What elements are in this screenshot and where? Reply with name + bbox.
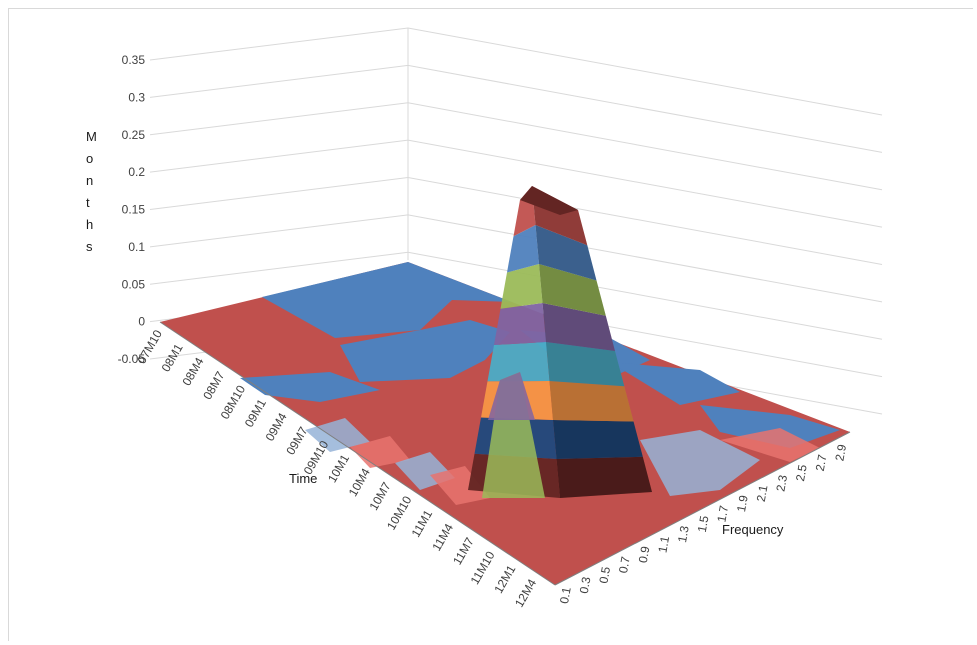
time-tick-label: 11M10 bbox=[468, 549, 498, 587]
time-tick-label: 08M7 bbox=[200, 369, 227, 402]
peak-surface bbox=[468, 186, 652, 498]
peak-band-side bbox=[546, 342, 625, 387]
frequency-tick-label: 1.7 bbox=[714, 504, 731, 523]
peak-band-shade bbox=[535, 225, 597, 281]
peak-band-shade bbox=[542, 303, 615, 351]
peak-band-side bbox=[553, 420, 643, 459]
frequency-tick-label: 2.7 bbox=[813, 453, 830, 472]
surface-ridge bbox=[350, 436, 410, 468]
frequency-tick-label: 1.9 bbox=[734, 494, 751, 513]
frequency-tick-label: 2.1 bbox=[754, 484, 771, 503]
time-tick-label: 07M10 bbox=[135, 327, 166, 366]
frequency-tick-label: 2.3 bbox=[773, 474, 790, 493]
time-tick-label: 10M7 bbox=[367, 479, 394, 512]
time-tick-label: 09M7 bbox=[283, 424, 310, 457]
peak-band-shade bbox=[539, 264, 606, 316]
time-tick-label: 12M1 bbox=[491, 562, 518, 595]
peak-band-front bbox=[500, 264, 543, 309]
secondary-peak-top bbox=[488, 372, 535, 420]
time-tick-label: 08M10 bbox=[218, 383, 249, 422]
time-tick-label: 09M4 bbox=[263, 410, 290, 443]
peak-band-shade bbox=[556, 456, 652, 498]
frequency-axis-line bbox=[554, 431, 851, 586]
peak-band-side bbox=[542, 303, 615, 351]
z-tick-label: -0.05 bbox=[118, 352, 146, 366]
z-tick-label: 0.35 bbox=[122, 53, 146, 67]
time-tick-label: 11M1 bbox=[409, 507, 436, 540]
time-tick-label: 10M4 bbox=[346, 466, 373, 499]
z-tick-label: 0.25 bbox=[122, 128, 146, 142]
z-tick-label: 0.05 bbox=[122, 277, 146, 291]
surface-patch bbox=[700, 405, 840, 448]
peak-band-side bbox=[549, 381, 634, 422]
frequency-tick-label: 2.9 bbox=[832, 443, 849, 462]
surface-patch bbox=[240, 372, 380, 402]
z-tick-label: 0.15 bbox=[122, 203, 146, 217]
frequency-tick-label: 0.9 bbox=[636, 545, 653, 564]
chart-frame bbox=[8, 8, 973, 641]
frequency-tick-label: 1.1 bbox=[655, 535, 672, 554]
frequency-tick-label: 0.3 bbox=[577, 575, 594, 594]
surface-ridge bbox=[430, 466, 490, 505]
frequency-tick-label: 1.3 bbox=[675, 524, 692, 543]
surface-patch bbox=[262, 262, 512, 338]
time-axis-line bbox=[159, 321, 556, 586]
gridline bbox=[149, 27, 883, 116]
peak-band-shade bbox=[546, 342, 625, 387]
frequency-tick-label: 1.5 bbox=[695, 514, 712, 533]
peak-band-shade bbox=[553, 420, 643, 459]
time-axis-title: Time bbox=[289, 471, 317, 486]
peak-band-side bbox=[539, 264, 606, 316]
time-tick-label: 08M4 bbox=[179, 355, 206, 388]
z-tick-label: 0.2 bbox=[128, 165, 145, 179]
peak-band-front bbox=[494, 303, 546, 345]
frequency-tick-label: 0.7 bbox=[616, 555, 633, 574]
peak-band-side bbox=[535, 225, 597, 281]
surface-ridge bbox=[720, 428, 820, 462]
time-tick-label: 12M4 bbox=[512, 576, 539, 609]
peak-band-front bbox=[507, 225, 539, 273]
gridline bbox=[149, 102, 883, 191]
time-tick-label: 09M1 bbox=[242, 396, 269, 429]
surface-ridge bbox=[305, 418, 370, 452]
peak-band-side bbox=[556, 456, 652, 498]
gridline bbox=[149, 139, 883, 228]
frequency-axis-ticks: 0.10.30.50.70.91.11.31.51.71.92.12.32.52… bbox=[557, 443, 849, 605]
gridline bbox=[149, 64, 883, 153]
surface-patch bbox=[340, 320, 510, 382]
surface-ridge bbox=[640, 430, 760, 496]
back-wall-grid bbox=[149, 27, 883, 415]
z-tick-label: 0.3 bbox=[128, 90, 145, 104]
time-tick-label: 10M1 bbox=[325, 452, 352, 485]
time-tick-label: 10M10 bbox=[384, 493, 415, 532]
peak-band-front bbox=[487, 342, 550, 382]
frequency-tick-label: 0.5 bbox=[596, 565, 613, 584]
frequency-tick-label: 2.5 bbox=[793, 463, 810, 482]
z-axis-ticks: 0.35 0.3 0.25 0.2 0.15 0.1 0.05 0 -0.05 bbox=[118, 53, 146, 366]
peak-apex bbox=[520, 186, 578, 215]
time-tick-label: 11M4 bbox=[429, 521, 456, 554]
time-tick-label: 11M7 bbox=[450, 535, 477, 568]
surface-patch bbox=[610, 362, 740, 405]
peak-band-shade bbox=[549, 381, 634, 422]
z-tick-label: 0 bbox=[138, 315, 145, 329]
frequency-axis-title: Frequency bbox=[722, 522, 784, 537]
frequency-tick-label: 0.1 bbox=[557, 586, 574, 605]
z-tick-label: 0.1 bbox=[128, 240, 145, 254]
